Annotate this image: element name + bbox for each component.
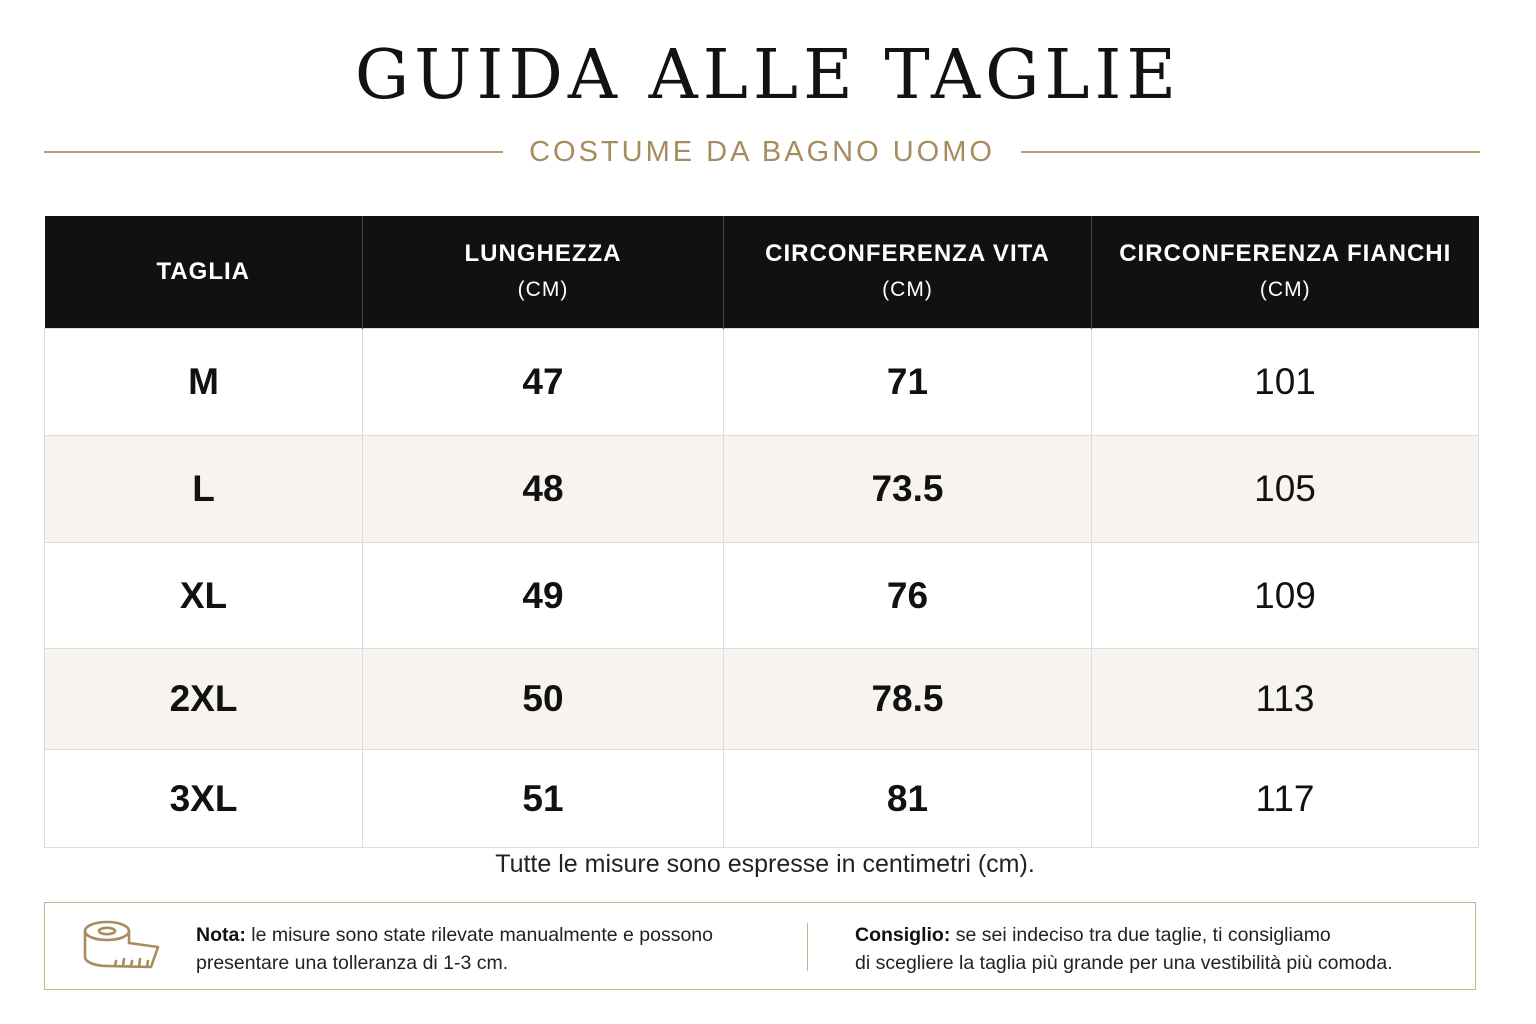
table-row: L 48 73.5 105 xyxy=(44,435,1479,543)
header-label: CIRCONFERENZA VITA xyxy=(765,240,1050,267)
waist-cell: 78.5 xyxy=(723,648,1092,750)
header-waist: CIRCONFERENZA VITA (CM) xyxy=(723,216,1092,329)
header-unit: (CM) xyxy=(882,278,933,301)
subtitle-row: COSTUME DA BAGNO UOMO xyxy=(44,132,1481,172)
note-line-1: le misure sono state rilevate manualment… xyxy=(245,924,713,946)
header-length: LUNGHEZZA (CM) xyxy=(362,216,724,329)
size-cell: XL xyxy=(44,542,363,649)
waist-cell: 81 xyxy=(723,749,1092,848)
table-row: 3XL 51 81 117 xyxy=(44,749,1479,848)
length-cell: 51 xyxy=(362,749,724,848)
page-title: GUIDA ALLE TAGLIE xyxy=(354,36,1182,115)
header-label: LUNGHEZZA xyxy=(464,240,622,267)
hips-cell: 105 xyxy=(1091,435,1479,543)
length-cell: 48 xyxy=(362,435,724,543)
header-label: CIRCONFERENZA FIANCHI xyxy=(1119,240,1452,267)
note-divider xyxy=(807,923,808,971)
size-cell: 3XL xyxy=(44,749,363,848)
hips-cell: 117 xyxy=(1091,749,1479,848)
note-label: Nota: xyxy=(196,924,246,946)
tip-line-1: se sei indeciso tra due taglie, ti consi… xyxy=(950,924,1331,946)
hips-cell: 101 xyxy=(1091,328,1479,436)
hips-cell: 113 xyxy=(1091,648,1479,750)
header-size: TAGLIA xyxy=(44,216,363,329)
right-divider xyxy=(1020,151,1481,153)
header-unit: (CM) xyxy=(1259,278,1311,301)
page-subtitle: COSTUME DA BAGNO UOMO xyxy=(529,135,995,168)
header-hips: CIRCONFERENZA FIANCHI (CM) xyxy=(1091,216,1479,329)
note-box: Nota: le misure sono state rilevate manu… xyxy=(44,902,1476,990)
table-row: XL 49 76 109 xyxy=(44,542,1479,649)
note-text: Nota: le misure sono state rilevate manu… xyxy=(196,921,796,977)
table-header-row: TAGLIA LUNGHEZZA (CM) CIRCONFERENZA VITA (… xyxy=(44,216,1479,329)
waist-cell: 76 xyxy=(723,542,1092,649)
waist-cell: 73.5 xyxy=(723,435,1092,543)
header-unit: (CM) xyxy=(517,278,569,301)
header-label: TAGLIA xyxy=(156,258,251,285)
measuring-tape-icon xyxy=(83,920,160,969)
table-row: 2XL 50 78.5 113 xyxy=(44,648,1479,750)
measurement-footnote: Tutte le misure sono espresse in centime… xyxy=(495,850,1035,878)
size-cell: M xyxy=(44,328,363,436)
length-cell: 50 xyxy=(362,648,724,750)
note-line-2: presentare una tolleranza di 1-3 cm. xyxy=(196,952,509,974)
size-table: TAGLIA LUNGHEZZA (CM) CIRCONFERENZA VITA (… xyxy=(44,216,1479,848)
tip-label: Consiglio: xyxy=(855,924,951,946)
left-divider xyxy=(44,151,504,153)
tip-text: Consiglio: se sei indeciso tra due tagli… xyxy=(855,921,1455,977)
hips-cell: 109 xyxy=(1091,542,1479,649)
length-cell: 49 xyxy=(362,542,724,649)
waist-cell: 71 xyxy=(723,328,1092,436)
size-cell: L xyxy=(44,435,363,543)
length-cell: 47 xyxy=(362,328,724,436)
tip-line-2: di scegliere la taglia più grande per un… xyxy=(855,952,1393,974)
table-row: M 47 71 101 xyxy=(44,328,1479,436)
size-cell: 2XL xyxy=(44,648,363,750)
